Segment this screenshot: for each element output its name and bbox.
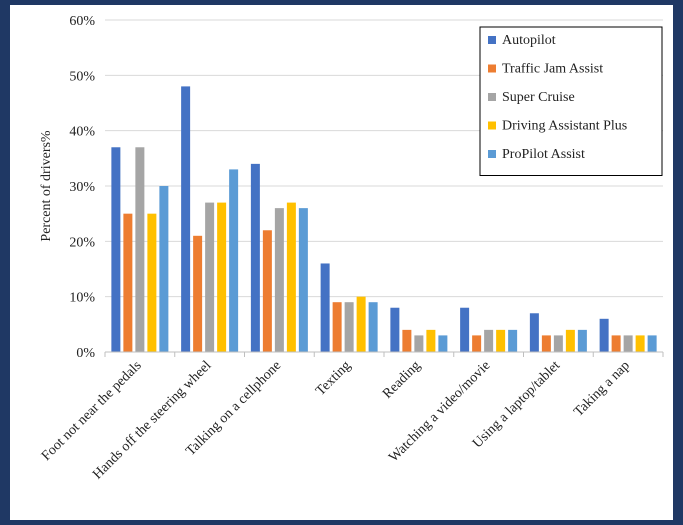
bar-traffic-jam-assist bbox=[332, 302, 342, 352]
bar-super-cruise bbox=[135, 147, 145, 352]
bar-autopilot bbox=[529, 313, 539, 352]
bar-traffic-jam-assist bbox=[611, 335, 621, 352]
bar-autopilot bbox=[111, 147, 121, 352]
legend-box bbox=[479, 26, 663, 176]
bar-driving-assistant-plus bbox=[565, 329, 575, 352]
bar-super-cruise bbox=[623, 335, 633, 352]
bar-driving-assistant-plus bbox=[356, 296, 366, 352]
bar-driving-assistant-plus bbox=[426, 329, 436, 352]
x-category-label: Texting bbox=[313, 358, 354, 399]
bar-traffic-jam-assist bbox=[402, 329, 412, 352]
y-tick-label: 40% bbox=[69, 125, 95, 140]
bar-propilot-assist bbox=[438, 335, 448, 352]
x-category-label: Hands off the steering wheel bbox=[90, 358, 214, 482]
legend-swatch bbox=[488, 36, 496, 44]
legend-label: Traffic Jam Assist bbox=[502, 62, 603, 77]
bar-driving-assistant-plus bbox=[496, 329, 506, 352]
y-tick-label: 50% bbox=[69, 69, 95, 84]
bar-chart: 0% 10% 20% 30% 40% 50% 60% Foot not near the p… bbox=[39, 14, 664, 482]
bar-autopilot bbox=[181, 86, 191, 353]
y-tick-labels: 0% 10% 20% 30% 40% 50% 60% bbox=[69, 14, 95, 361]
bars bbox=[111, 86, 657, 353]
bar-autopilot bbox=[460, 307, 470, 352]
legend-label: Driving Assistant Plus bbox=[502, 119, 627, 134]
x-category-label: Reading bbox=[380, 358, 424, 402]
legend-label: Autopilot bbox=[502, 33, 556, 48]
legend-swatch bbox=[488, 121, 496, 130]
bar-traffic-jam-assist bbox=[472, 335, 482, 352]
bar-propilot-assist bbox=[159, 186, 169, 352]
legend-swatch bbox=[488, 93, 496, 101]
x-category-label: Taking a nap bbox=[571, 358, 633, 420]
bar-driving-assistant-plus bbox=[286, 202, 296, 352]
bar-propilot-assist bbox=[577, 329, 587, 352]
bar-driving-assistant-plus bbox=[635, 335, 645, 352]
bar-super-cruise bbox=[205, 202, 215, 352]
bar-super-cruise bbox=[484, 329, 494, 352]
bar-propilot-assist bbox=[229, 169, 239, 352]
bar-traffic-jam-assist bbox=[193, 235, 203, 352]
bar-super-cruise bbox=[274, 208, 284, 352]
bar-traffic-jam-assist bbox=[123, 213, 133, 352]
bar-propilot-assist bbox=[368, 302, 378, 352]
y-tick-label: 10% bbox=[69, 291, 95, 306]
bar-autopilot bbox=[250, 163, 260, 352]
legend-swatch bbox=[488, 150, 496, 158]
y-tick-label: 60% bbox=[69, 14, 95, 29]
y-tick-label: 20% bbox=[69, 235, 95, 250]
bar-traffic-jam-assist bbox=[541, 335, 551, 352]
bar-propilot-assist bbox=[647, 335, 657, 352]
y-axis-title: Percent of drivers% bbox=[39, 130, 54, 242]
bar-super-cruise bbox=[414, 335, 424, 352]
bar-propilot-assist bbox=[298, 208, 308, 352]
bar-autopilot bbox=[599, 318, 609, 352]
axes bbox=[104, 351, 664, 357]
bar-autopilot bbox=[320, 263, 330, 352]
bar-super-cruise bbox=[553, 335, 563, 352]
bar-driving-assistant-plus bbox=[217, 202, 227, 352]
legend-swatch bbox=[488, 64, 496, 73]
bar-driving-assistant-plus bbox=[147, 213, 157, 352]
bar-propilot-assist bbox=[508, 329, 518, 352]
bar-super-cruise bbox=[344, 302, 354, 352]
y-tick-label: 0% bbox=[76, 346, 95, 361]
y-tick-label: 30% bbox=[69, 180, 95, 195]
legend-label: Super Cruise bbox=[502, 90, 575, 105]
legend-label: ProPilot Assist bbox=[502, 147, 585, 162]
legend: Autopilot Traffic Jam Assist Super Cruise D… bbox=[479, 26, 663, 176]
bar-traffic-jam-assist bbox=[262, 230, 272, 352]
bar-autopilot bbox=[390, 307, 400, 352]
chart-frame: 0% 10% 20% 30% 40% 50% 60% Foot not near the p… bbox=[10, 5, 673, 520]
